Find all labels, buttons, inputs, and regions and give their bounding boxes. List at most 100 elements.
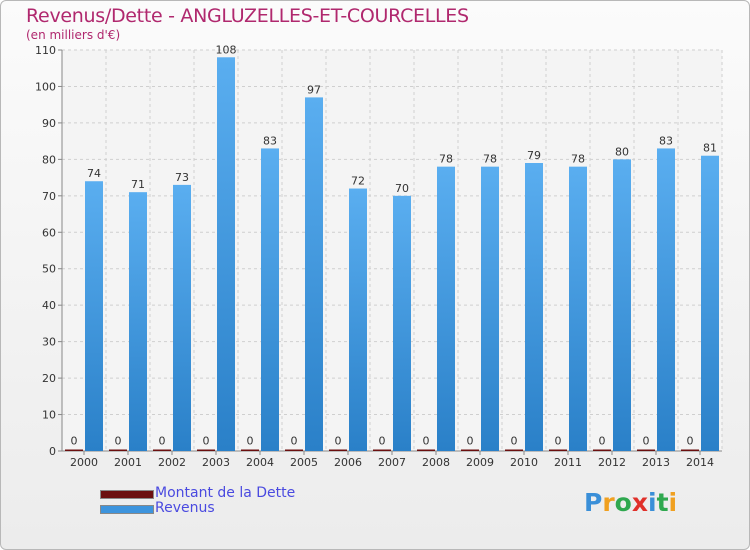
data-label-dette: 0 [203, 435, 210, 448]
data-label-dette: 0 [71, 435, 78, 448]
bar-dette [197, 449, 215, 451]
bar-revenus [525, 163, 543, 451]
x-tick-label: 2014 [686, 456, 714, 469]
bar-dette [461, 449, 479, 451]
logo-letter: i [668, 488, 678, 517]
data-label-revenus: 108 [216, 43, 237, 56]
logo-letter: P [584, 488, 603, 517]
y-tick-label: 0 [49, 445, 56, 458]
x-tick-label: 2010 [510, 456, 538, 469]
data-label-revenus: 83 [659, 134, 673, 147]
y-tick-label: 70 [42, 190, 56, 203]
data-label-dette: 0 [555, 435, 562, 448]
bar-dette [241, 449, 259, 451]
chart-subtitle: (en milliers d'€) [26, 28, 121, 42]
bar-revenus [481, 166, 499, 451]
data-label-dette: 0 [291, 435, 298, 448]
data-label-dette: 0 [687, 435, 694, 448]
x-tick-label: 2001 [114, 456, 142, 469]
bar-revenus [305, 97, 323, 452]
bar-revenus [349, 188, 367, 451]
bar-dette [329, 449, 347, 451]
y-tick-label: 40 [42, 299, 56, 312]
data-label-dette: 0 [423, 435, 430, 448]
data-label-dette: 0 [115, 435, 122, 448]
legend-label-dette: Montant de la Dette [155, 485, 296, 501]
x-tick-label: 2008 [422, 456, 450, 469]
bar-revenus [85, 181, 103, 451]
x-tick-label: 2013 [642, 456, 670, 469]
y-tick-label: 110 [35, 44, 56, 57]
data-label-revenus: 97 [307, 83, 321, 96]
bar-revenus [569, 166, 587, 451]
bar-dette [65, 449, 83, 451]
data-label-revenus: 78 [439, 153, 453, 166]
data-label-dette: 0 [247, 435, 254, 448]
x-tick-label: 2012 [598, 456, 626, 469]
x-tick-label: 2009 [466, 456, 494, 469]
y-tick-label: 10 [42, 409, 56, 422]
data-label-revenus: 72 [351, 175, 365, 188]
data-label-dette: 0 [467, 435, 474, 448]
bar-dette [373, 449, 391, 451]
y-tick-label: 20 [42, 372, 56, 385]
y-tick-label: 30 [42, 336, 56, 349]
plot-area [62, 50, 722, 451]
labels: 0 74 0 71 0 73 0 108 0 83 0 97 0 72 0 70 0 78 0 78 0 79 0 78 0 80… [71, 43, 718, 447]
y-tick-label: 90 [42, 117, 56, 130]
bar-revenus [129, 192, 147, 451]
x-tick-label: 2002 [158, 456, 186, 469]
logo-letter: t [656, 488, 669, 517]
logo-letter: o [614, 488, 632, 517]
data-label-revenus: 78 [571, 153, 585, 166]
x-tick-label: 2003 [202, 456, 230, 469]
data-label-revenus: 80 [615, 145, 629, 158]
data-label-revenus: 81 [703, 142, 717, 155]
bar-revenus [393, 195, 411, 451]
legend-swatch-dette [100, 490, 154, 499]
x-tick-label: 2004 [246, 456, 274, 469]
bar-dette [681, 449, 699, 451]
data-label-dette: 0 [159, 435, 166, 448]
bar-dette [549, 449, 567, 451]
data-label-dette: 0 [335, 435, 342, 448]
bar-revenus [437, 166, 455, 451]
x-tick-label: 2006 [334, 456, 362, 469]
bar-revenus [701, 155, 719, 451]
grid-lines [61, 49, 723, 452]
bar-revenus [173, 184, 191, 451]
data-label-dette: 0 [511, 435, 518, 448]
x-tick-label: 2000 [70, 456, 98, 469]
data-label-revenus: 71 [131, 178, 145, 191]
bar-revenus [217, 57, 235, 452]
x-tick-label: 2005 [290, 456, 318, 469]
chart-title: Revenus/Dette - ANGLUZELLES-ET-COURCELLE… [26, 5, 469, 27]
legend-label-revenus: Revenus [155, 500, 215, 516]
bar-dette [109, 449, 127, 451]
data-label-dette: 0 [643, 435, 650, 448]
data-label-revenus: 74 [87, 167, 101, 180]
data-label-revenus: 79 [527, 149, 541, 162]
axes: 0 10 20 30 40 50 60 70 80 90 100 110 2000 2001 2002 200… [35, 44, 722, 469]
y-tick-label: 100 [35, 80, 56, 93]
data-label-dette: 0 [599, 435, 606, 448]
proxiti-logo: Proxiti [584, 488, 677, 517]
x-tick-label: 2011 [554, 456, 582, 469]
legend-swatch-revenus [100, 505, 154, 514]
bar-dette [417, 449, 435, 451]
logo-letter: i [648, 488, 657, 517]
y-tick-label: 50 [42, 263, 56, 276]
y-tick-label: 60 [42, 226, 56, 239]
data-label-revenus: 70 [395, 182, 409, 195]
bar-dette [505, 449, 523, 451]
data-label-revenus: 73 [175, 171, 189, 184]
data-label-revenus: 78 [483, 153, 497, 166]
bars [65, 57, 719, 452]
bar-revenus [261, 148, 279, 451]
bar-dette [637, 449, 655, 451]
bar-dette [153, 449, 171, 451]
y-tick-label: 80 [42, 153, 56, 166]
bar-revenus [657, 148, 675, 451]
x-tick-label: 2007 [378, 456, 406, 469]
